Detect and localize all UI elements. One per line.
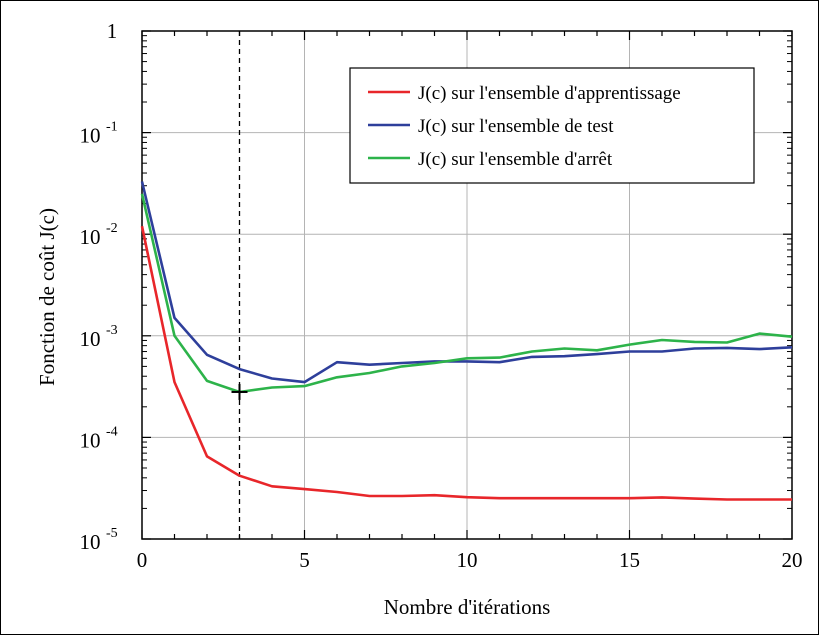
x-axis-tick-labels: 0 5 10 15 20 bbox=[137, 548, 803, 572]
y-tick-label-base: 10 bbox=[80, 225, 101, 249]
y-tick-label-exponent: -5 bbox=[106, 526, 118, 541]
y-tick-label-exponent: -4 bbox=[106, 424, 118, 439]
optimum-plus-marker bbox=[231, 383, 248, 400]
series-line-3 bbox=[140, 193, 793, 394]
series-line-1 bbox=[140, 225, 792, 501]
legend-label-3: J(c) sur l'ensemble d'arrêt bbox=[418, 149, 613, 170]
x-tick-label: 5 bbox=[299, 548, 310, 572]
legend-box bbox=[349, 67, 755, 184]
y-tick-label: 1 bbox=[107, 19, 118, 43]
x-tick-label: 15 bbox=[619, 548, 640, 572]
legend-label-2: J(c) sur l'ensemble de test bbox=[418, 116, 614, 137]
y-tick-label-exponent: -1 bbox=[106, 120, 118, 135]
y-tick-label-base: 10 bbox=[80, 327, 101, 351]
y-tick-label-base: 10 bbox=[80, 124, 101, 148]
y-tick-label-base: 10 bbox=[80, 530, 101, 554]
y-axis-title: Fonction de coût J(c) bbox=[35, 208, 59, 386]
y-tick-label-exponent: -2 bbox=[106, 221, 118, 236]
y-tick-label-exponent: -3 bbox=[106, 323, 118, 338]
series-lines bbox=[140, 181, 793, 501]
x-tick-label: 20 bbox=[782, 548, 803, 572]
y-axis-tick-labels: 1 10 -1 10 -2 10 -3 10 -4 10 -5 bbox=[80, 19, 118, 554]
legend-label-1: J(c) sur l'ensemble d'apprentissage bbox=[418, 83, 681, 104]
series-line-2 bbox=[140, 181, 793, 384]
x-axis-title: Nombre d'itérations bbox=[384, 595, 551, 619]
y-tick-label-base: 10 bbox=[80, 428, 101, 452]
axis-ticks bbox=[141, 30, 793, 540]
x-tick-label: 0 bbox=[137, 548, 148, 572]
legend: J(c) sur l'ensemble d'apprentissage J(c) … bbox=[349, 67, 755, 184]
x-tick-label: 10 bbox=[457, 548, 478, 572]
